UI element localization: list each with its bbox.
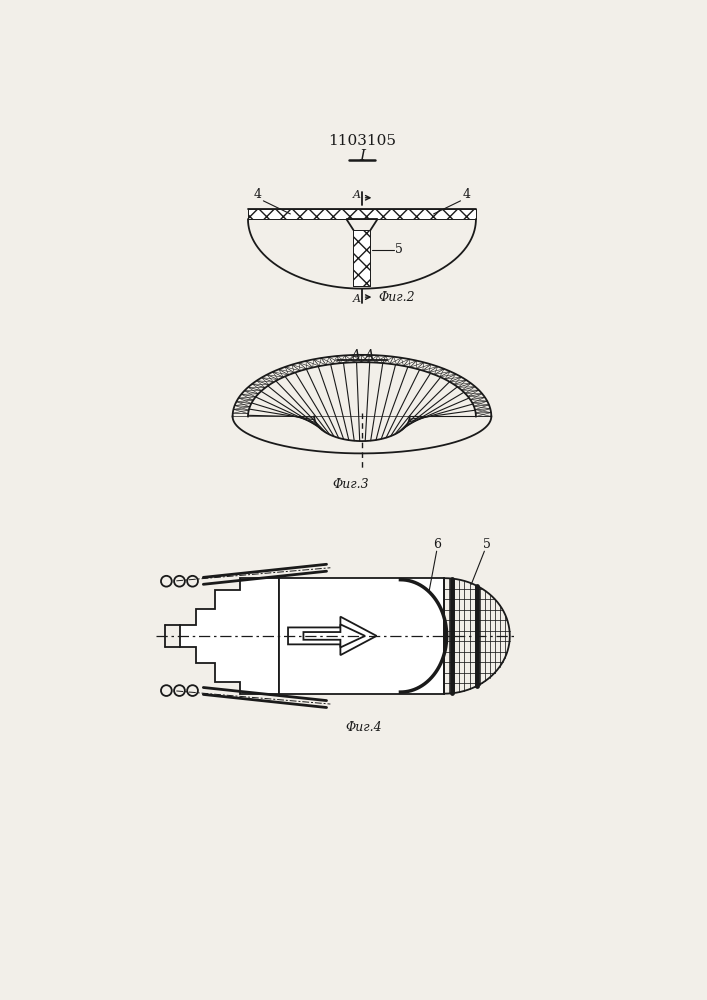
Polygon shape (303, 624, 365, 647)
Text: 5: 5 (395, 243, 403, 256)
Bar (248, 209, 476, 219)
Text: 5: 5 (483, 538, 491, 551)
Polygon shape (288, 617, 377, 655)
Polygon shape (180, 578, 279, 694)
Text: Φиг.4: Φиг.4 (345, 721, 382, 734)
Text: I: I (359, 149, 365, 163)
Text: Φиг.3: Φиг.3 (332, 478, 369, 491)
Bar (354, 230, 370, 286)
Text: Φиг.2: Φиг.2 (379, 291, 416, 304)
Text: 4: 4 (462, 188, 471, 201)
Text: A: A (352, 190, 361, 200)
Text: A-A: A-A (349, 349, 374, 363)
Text: 4: 4 (253, 188, 261, 201)
Text: 1103105: 1103105 (328, 134, 396, 148)
Bar (248, 209, 476, 219)
Text: A: A (352, 294, 361, 304)
Bar (279, 578, 444, 694)
Bar (354, 230, 370, 286)
Text: 6: 6 (433, 538, 440, 551)
